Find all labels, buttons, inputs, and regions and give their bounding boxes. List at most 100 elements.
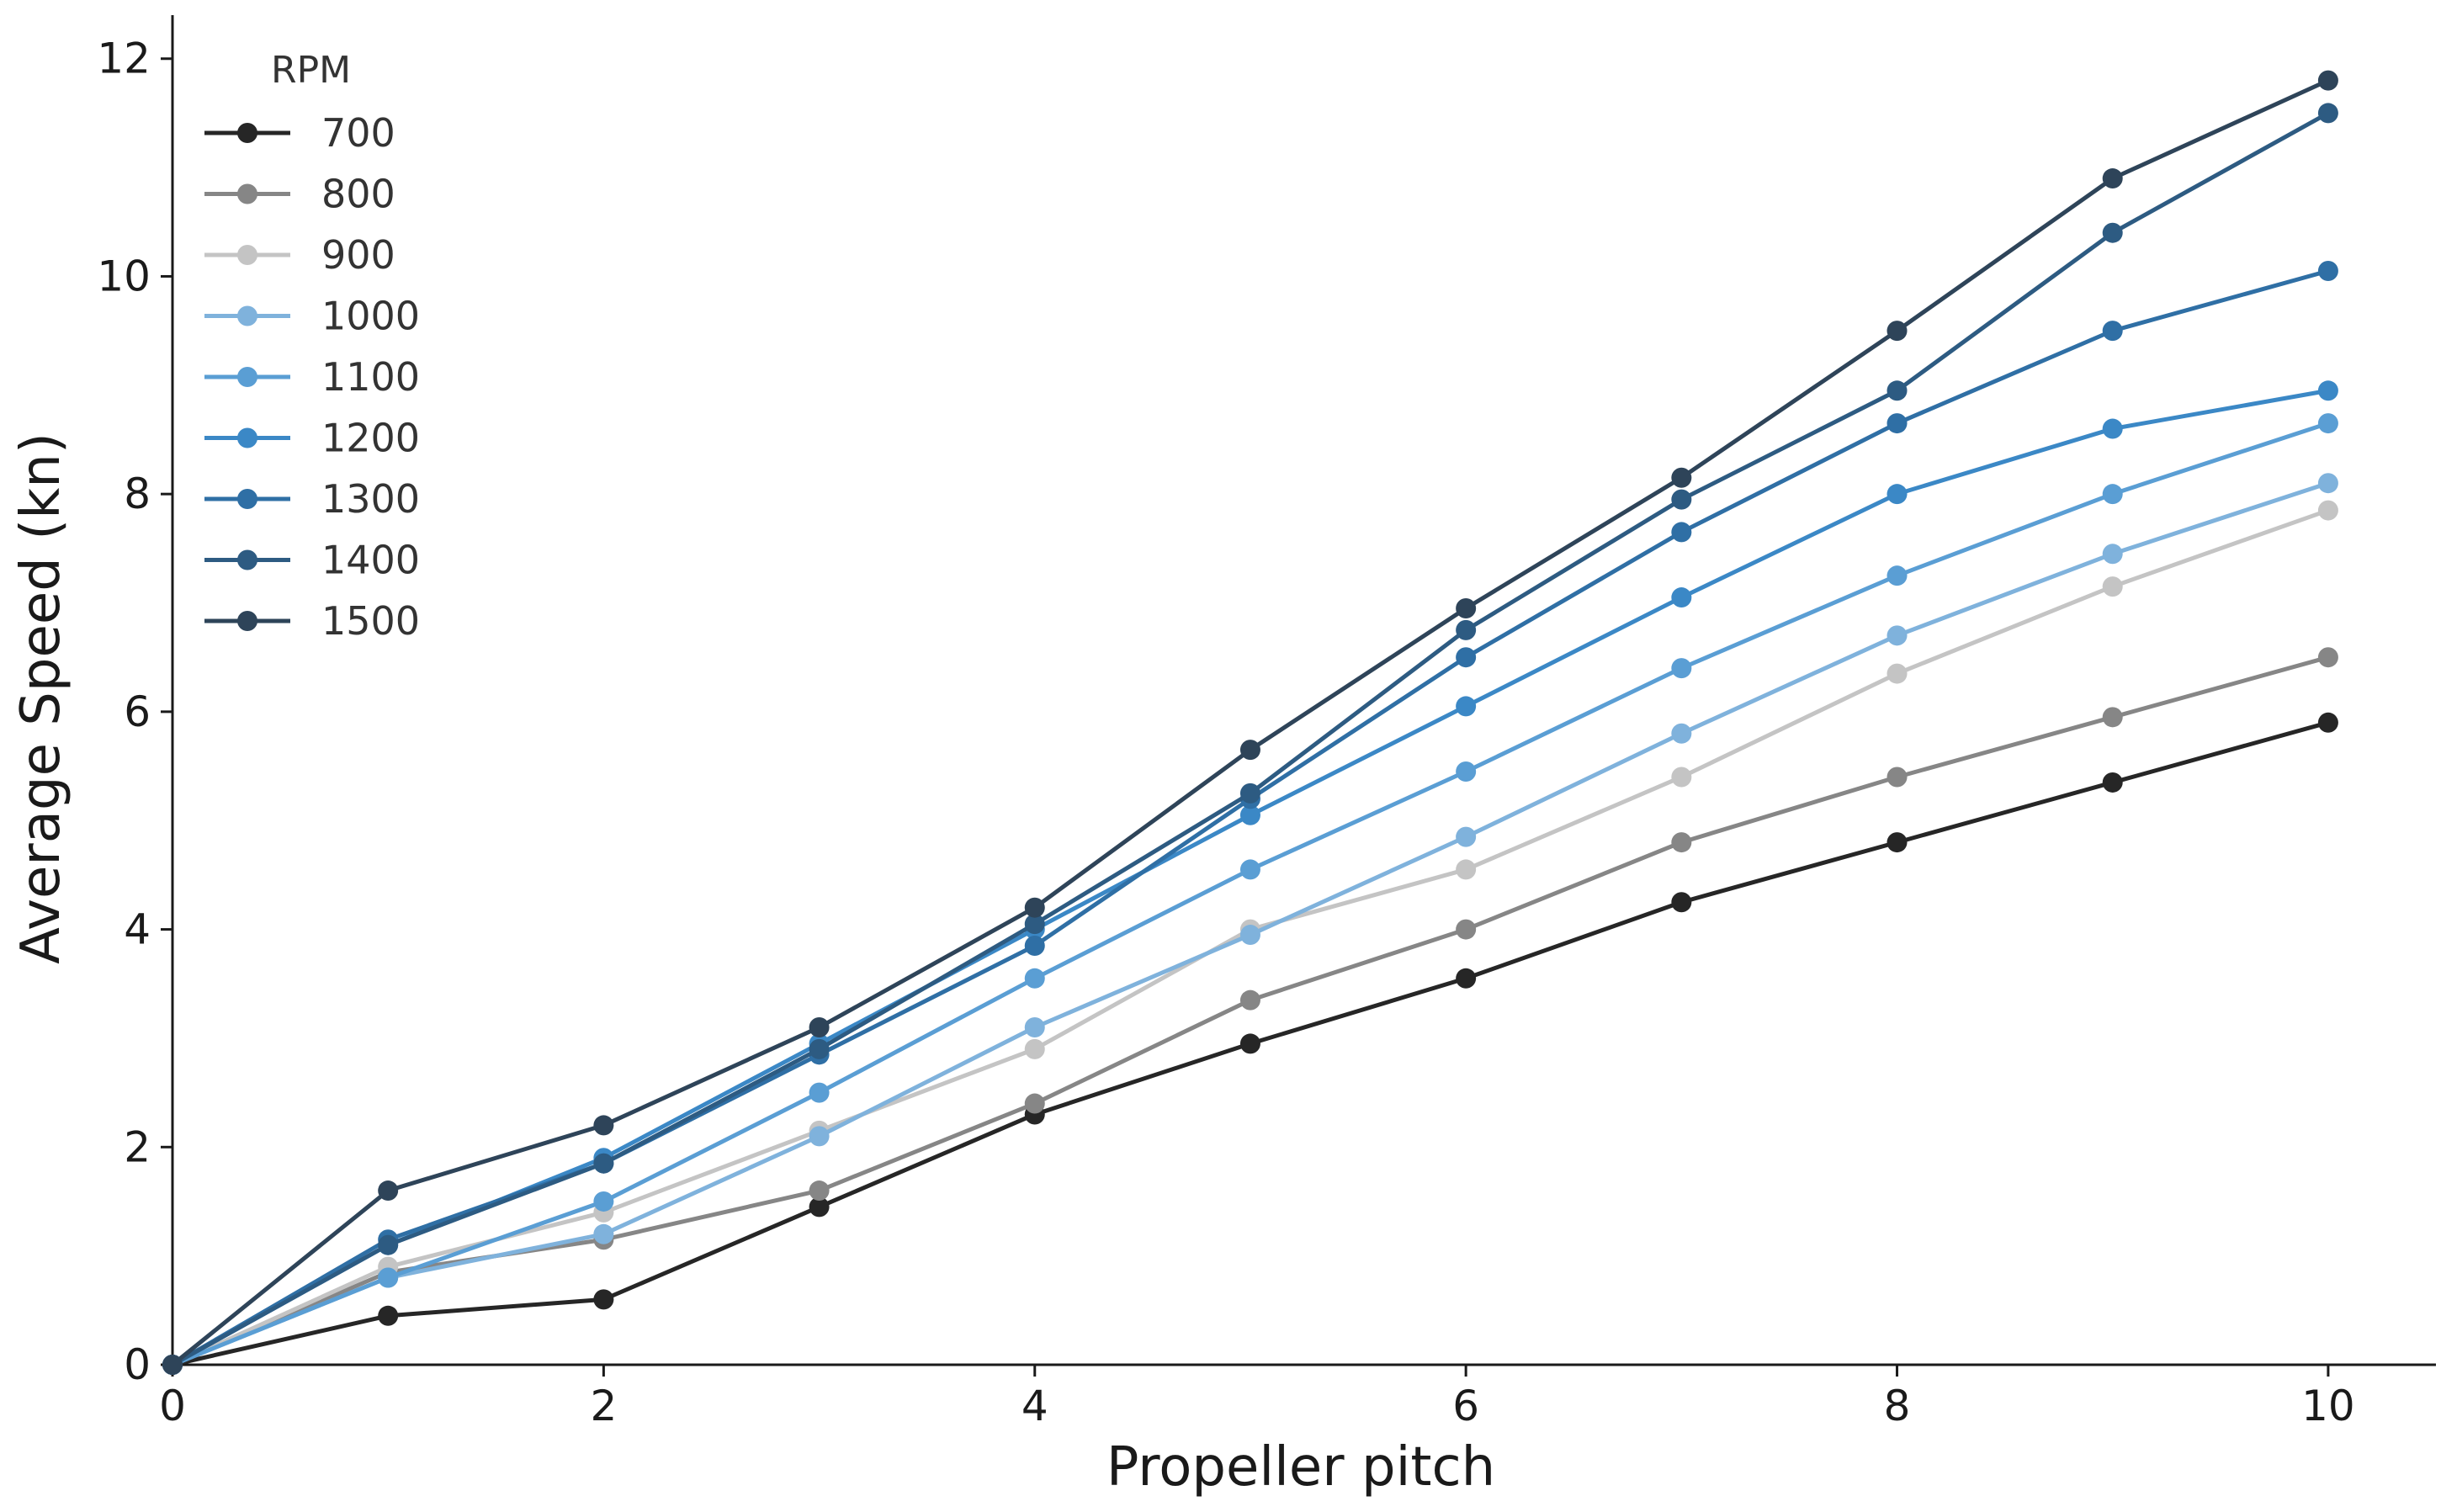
data-point: [1671, 522, 1692, 543]
x-axis-label: Propeller pitch: [1106, 1436, 1495, 1499]
data-point: [1024, 968, 1045, 989]
data-point: [1239, 804, 1260, 825]
y-tick-label: 8: [124, 470, 151, 518]
legend-marker: [237, 367, 257, 387]
legend-label: 1300: [321, 476, 420, 522]
data-point: [2317, 103, 2338, 124]
data-point: [1024, 914, 1045, 935]
data-point: [1886, 832, 1908, 853]
data-point: [1671, 723, 1692, 744]
data-point: [1024, 1038, 1045, 1059]
legend-entry-1500: 1500: [204, 598, 420, 644]
data-point: [2102, 321, 2123, 342]
legend-entry-1400: 1400: [204, 538, 420, 583]
legend-marker: [237, 183, 257, 204]
legend-entry-900: 900: [204, 232, 395, 278]
data-point: [2317, 712, 2338, 733]
data-point: [2317, 473, 2338, 494]
x-tick-label: 10: [2301, 1382, 2355, 1430]
data-point: [1024, 1017, 1045, 1037]
legend-marker: [237, 549, 257, 570]
legend: RPM 700 800 900 1000 1100 1200 1300 1400 1500: [204, 49, 420, 644]
data-point: [1239, 1033, 1260, 1054]
data-point: [2317, 413, 2338, 434]
legend-label: 1100: [321, 354, 420, 400]
data-point: [2102, 772, 2123, 793]
data-point: [1671, 489, 1692, 510]
data-point: [378, 1305, 399, 1326]
x-tick-label: 6: [1452, 1382, 1479, 1430]
y-tick-label: 12: [97, 34, 151, 83]
data-point: [378, 1180, 399, 1202]
data-point: [593, 1223, 614, 1244]
data-point: [1024, 935, 1045, 956]
data-point: [2102, 544, 2123, 565]
data-point: [1886, 565, 1908, 586]
legend-entry-1300: 1300: [204, 476, 420, 522]
series-1000: [162, 473, 2338, 1375]
data-point: [593, 1153, 614, 1174]
legend-label: 1400: [321, 538, 420, 583]
series-line: [171, 78, 2329, 1366]
series-1500: [162, 70, 2338, 1375]
data-point: [1456, 696, 1477, 717]
series-lines: [162, 70, 2338, 1375]
data-point: [1671, 892, 1692, 913]
data-point: [1239, 925, 1260, 946]
data-point: [1239, 740, 1260, 761]
data-point: [809, 1180, 830, 1202]
x-tick-label: 2: [590, 1382, 617, 1430]
y-tick-label: 0: [124, 1340, 151, 1389]
data-point: [809, 1082, 830, 1103]
series-1100: [162, 413, 2338, 1375]
data-point: [378, 1267, 399, 1288]
data-point: [1239, 989, 1260, 1011]
data-point: [1886, 767, 1908, 788]
legend-entry-1200: 1200: [204, 416, 420, 461]
y-tick-label: 10: [97, 252, 151, 300]
data-point: [1671, 467, 1692, 488]
data-point: [1886, 484, 1908, 505]
x-tick-label: 0: [159, 1382, 186, 1430]
data-point: [1886, 625, 1908, 646]
legend-entry-700: 700: [204, 110, 395, 156]
y-tick-label: 2: [124, 1122, 151, 1171]
data-point: [2102, 576, 2123, 597]
data-point: [2317, 500, 2338, 521]
legend-label: 1000: [321, 294, 420, 339]
data-point: [2102, 222, 2123, 243]
legend-label: 700: [321, 110, 395, 156]
data-point: [809, 1017, 830, 1037]
legend-entry-1000: 1000: [204, 294, 420, 339]
data-point: [1671, 767, 1692, 788]
data-point: [1024, 1093, 1045, 1114]
legend-label: 900: [321, 232, 395, 278]
data-point: [2317, 70, 2338, 91]
data-point: [1239, 783, 1260, 804]
data-point: [1886, 663, 1908, 684]
legend-entry-1100: 1100: [204, 354, 420, 400]
data-point: [593, 1115, 614, 1136]
series-1400: [162, 103, 2338, 1375]
data-point: [2317, 380, 2338, 401]
data-point: [2102, 168, 2123, 189]
data-point: [1456, 761, 1477, 783]
legend-label: 1500: [321, 598, 420, 644]
data-point: [1239, 859, 1260, 880]
data-point: [593, 1191, 614, 1212]
legend-marker: [237, 489, 257, 509]
y-tick-label: 4: [124, 905, 151, 954]
data-point: [2317, 647, 2338, 668]
data-point: [593, 1289, 614, 1310]
legend-entry-800: 800: [204, 172, 395, 217]
data-point: [1671, 658, 1692, 679]
x-tick-label: 8: [1884, 1382, 1911, 1430]
data-point: [1456, 647, 1477, 668]
legend-label: 800: [321, 172, 395, 217]
data-point: [2102, 484, 2123, 505]
legend-marker: [237, 427, 257, 448]
y-tick-label: 6: [124, 687, 151, 736]
data-point: [1024, 897, 1045, 918]
series-line: [172, 655, 2329, 1367]
